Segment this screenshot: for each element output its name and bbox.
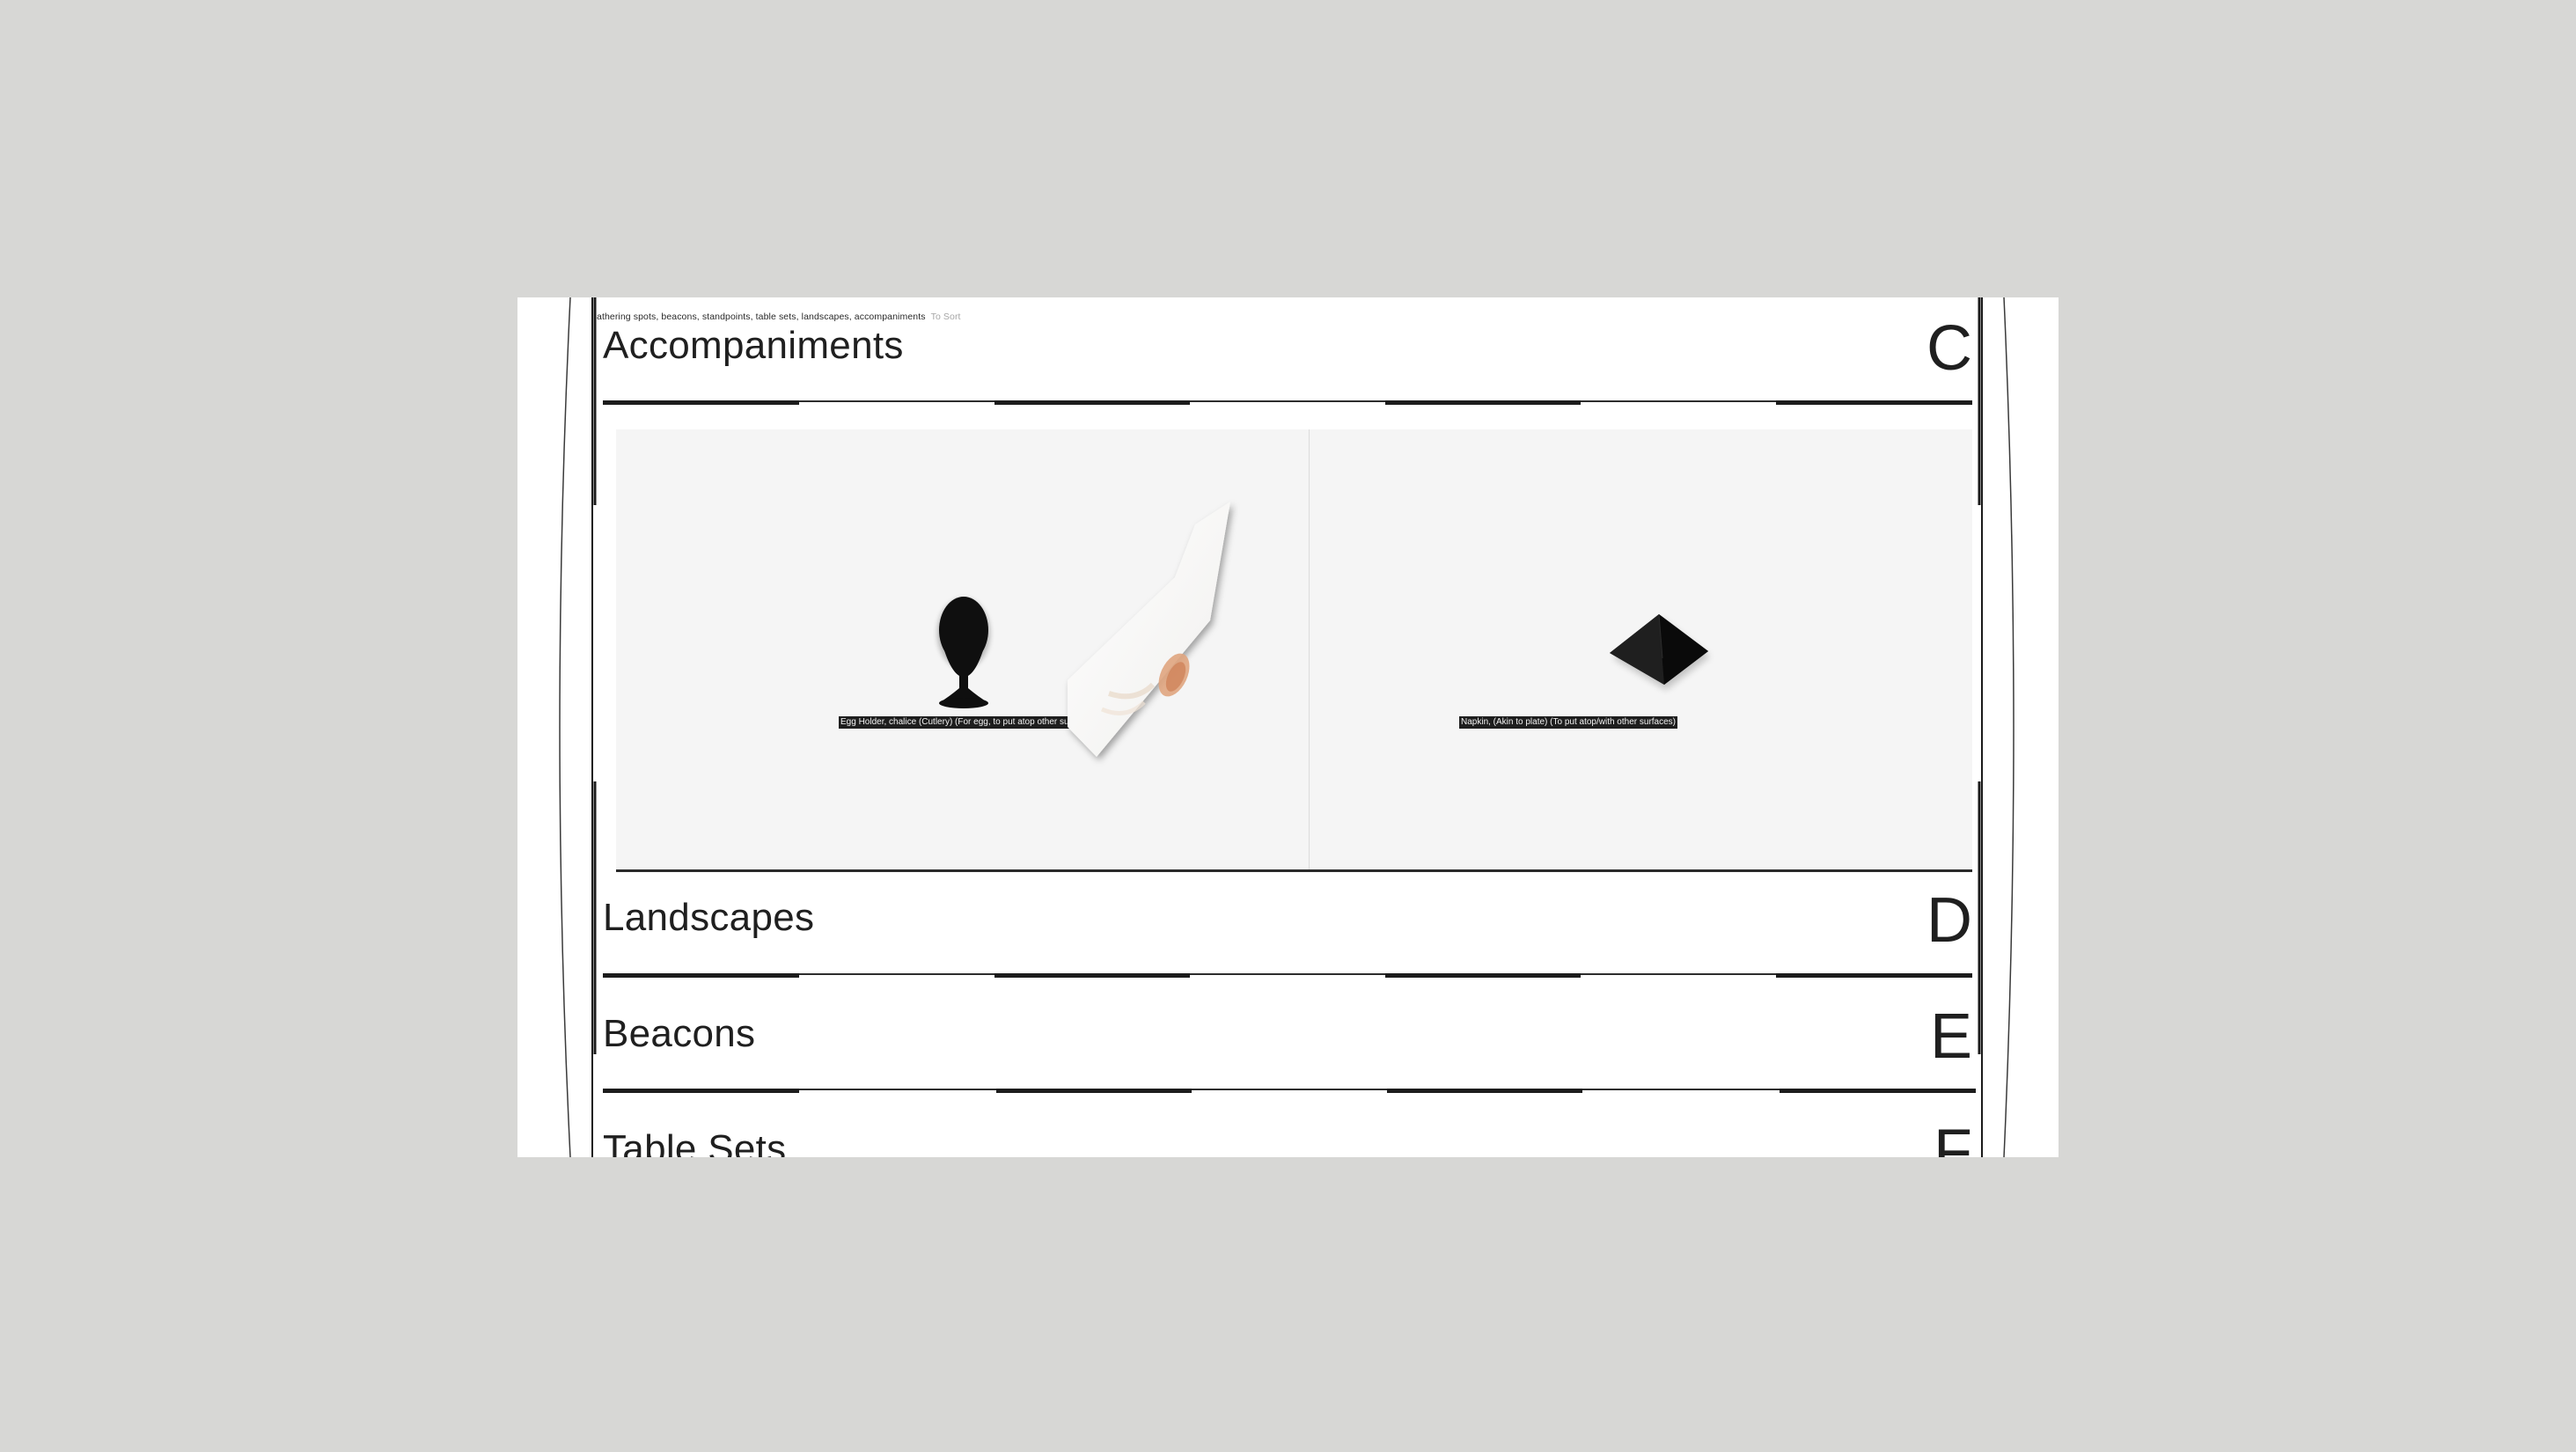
right-frame-lines xyxy=(1978,297,2015,1157)
section-accompaniments[interactable]: Accompaniments C xyxy=(603,317,1972,394)
gallery-item-caption: Egg Holder, chalice (Cutlery) (For egg, … xyxy=(839,716,1098,729)
section-divider xyxy=(603,400,1972,405)
section-letter: E xyxy=(1929,1001,1972,1072)
section-title: Landscapes xyxy=(603,896,815,939)
section-divider xyxy=(603,1089,1976,1093)
breadcrumb-text: athering spots, beacons, standpoints, ta… xyxy=(597,312,926,322)
gallery-item-napkin[interactable]: Napkin, (Akin to plate) (To put atop/wit… xyxy=(1310,429,1972,869)
gallery-item-caption: Napkin, (Akin to plate) (To put atop/wit… xyxy=(1459,716,1678,729)
sort-link[interactable]: To Sort xyxy=(930,312,961,322)
napkin-icon xyxy=(1610,613,1710,690)
section-letter: F xyxy=(1934,1117,1972,1157)
section-landscapes[interactable]: Landscapes D xyxy=(603,889,1972,957)
section-title: Beacons xyxy=(603,1012,756,1055)
accompaniments-gallery: Egg Holder, chalice (Cutlery) (For egg, … xyxy=(616,429,1972,872)
gallery-item-egg-holder[interactable]: Egg Holder, chalice (Cutlery) (For egg, … xyxy=(616,429,1309,869)
section-beacons[interactable]: Beacons E xyxy=(603,1005,1972,1074)
section-letter: C xyxy=(1926,313,1972,384)
left-frame-lines xyxy=(559,297,597,1157)
gallery-divider xyxy=(1309,429,1310,869)
dragged-image-card[interactable] xyxy=(616,429,1972,869)
section-title: Table Sets xyxy=(603,1127,787,1157)
section-title: Accompaniments xyxy=(603,324,904,367)
browser-viewport: athering spots, beacons, standpoints, ta… xyxy=(517,297,2059,1157)
breadcrumb: athering spots, beacons, standpoints, ta… xyxy=(597,312,961,322)
section-divider xyxy=(603,973,1972,978)
egg-cup-icon xyxy=(937,597,990,708)
section-table-sets[interactable]: Table Sets F xyxy=(603,1120,1972,1157)
section-letter: D xyxy=(1926,885,1972,956)
